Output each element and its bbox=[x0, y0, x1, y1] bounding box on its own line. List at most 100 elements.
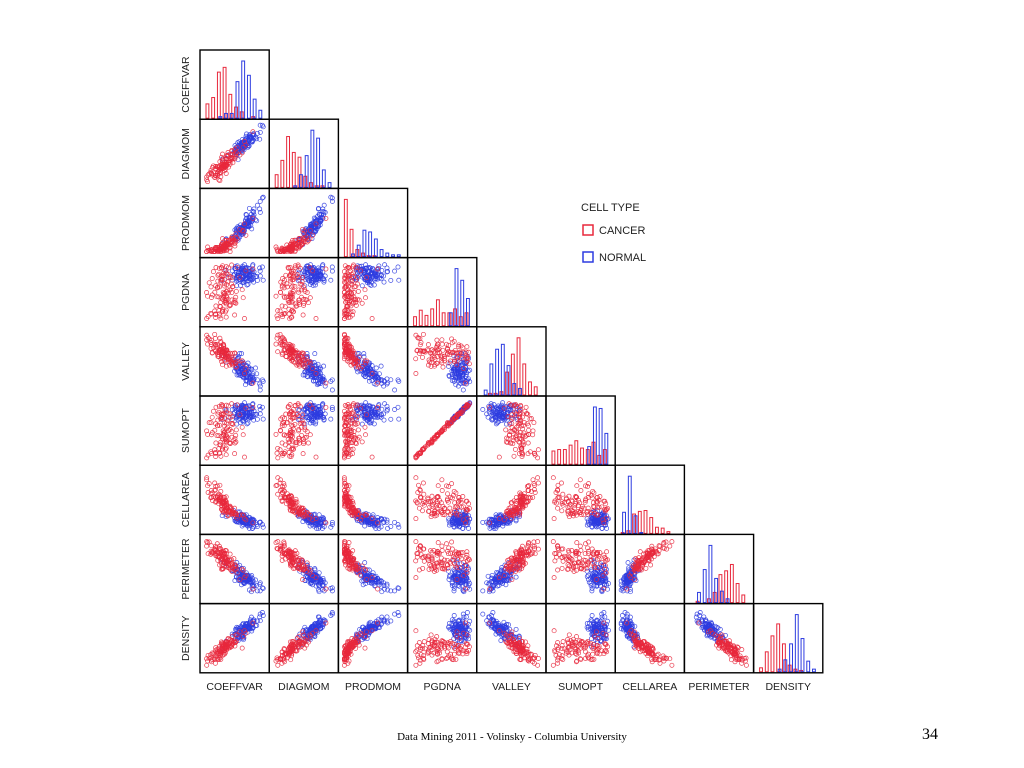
scatter-point bbox=[251, 417, 257, 423]
histogram-bar bbox=[441, 312, 446, 327]
scatter-point bbox=[300, 451, 306, 457]
scatter-point bbox=[315, 206, 321, 212]
histogram-bar bbox=[385, 252, 390, 258]
histogram-bar bbox=[627, 475, 632, 534]
histogram-bar bbox=[241, 60, 246, 119]
scatter-point bbox=[250, 215, 256, 221]
histogram-bar bbox=[516, 337, 521, 396]
scatter-point bbox=[302, 269, 308, 275]
scatter-point bbox=[222, 406, 228, 412]
scatter-point bbox=[213, 454, 219, 459]
scatter-point bbox=[282, 277, 287, 283]
scatter-point bbox=[236, 406, 242, 412]
scatter-point bbox=[295, 402, 301, 408]
scatter-point bbox=[341, 279, 347, 285]
scatter-point bbox=[373, 365, 379, 371]
scatter-point bbox=[300, 226, 306, 232]
scatter-point bbox=[440, 347, 446, 353]
scatter-point bbox=[382, 262, 388, 268]
histogram-bar bbox=[327, 182, 332, 188]
scatter-point bbox=[346, 341, 352, 347]
scatter-point bbox=[204, 428, 210, 434]
scatter-point bbox=[454, 362, 460, 368]
scatter-point bbox=[323, 266, 329, 272]
scatter-point bbox=[449, 378, 455, 384]
histogram-bar bbox=[528, 381, 532, 396]
scatter-point bbox=[222, 166, 228, 172]
scatter-point bbox=[294, 412, 300, 418]
scatter-point bbox=[239, 274, 245, 280]
scatter-point bbox=[321, 417, 327, 423]
scatter-point bbox=[366, 265, 372, 270]
scatter-point bbox=[313, 221, 319, 227]
scatter-point bbox=[589, 495, 595, 501]
scatter-point bbox=[396, 378, 402, 384]
scatter-point bbox=[343, 283, 349, 289]
scatter-point bbox=[257, 209, 263, 215]
scatter-point bbox=[208, 284, 214, 290]
scatter-point bbox=[413, 371, 419, 376]
scatter-point bbox=[350, 309, 356, 315]
scatter-point bbox=[260, 416, 266, 422]
histogram-bar bbox=[483, 389, 488, 396]
cell-valley-vs-diagmom bbox=[268, 326, 340, 397]
histogram-bar bbox=[551, 450, 556, 465]
scatter-point bbox=[219, 158, 225, 164]
scatter-point bbox=[219, 404, 225, 410]
scatter-point bbox=[225, 237, 231, 243]
scatter-point bbox=[218, 316, 224, 322]
scatter-point bbox=[312, 351, 318, 357]
scatter-point bbox=[294, 440, 300, 446]
histogram-bar bbox=[557, 449, 562, 465]
scatter-point bbox=[317, 271, 323, 277]
scatter-point bbox=[302, 369, 308, 375]
histogram-bar bbox=[666, 531, 671, 534]
scatter-point bbox=[245, 420, 251, 426]
scatter-point bbox=[496, 454, 502, 460]
scatter-point bbox=[218, 439, 224, 445]
scatter-point bbox=[240, 402, 246, 408]
histogram-bar bbox=[211, 97, 216, 119]
scatter-point bbox=[239, 351, 245, 357]
scatter-point bbox=[209, 430, 215, 436]
scatter-point bbox=[277, 331, 283, 337]
scatter-point bbox=[535, 475, 541, 481]
scatter-point bbox=[250, 266, 256, 272]
scatter-point bbox=[299, 420, 305, 426]
scatter-point bbox=[233, 363, 239, 369]
scatter-point bbox=[233, 439, 239, 445]
scatter-point bbox=[314, 214, 320, 220]
scatter-point bbox=[251, 206, 257, 212]
cell-cellarea-vs-coeffvar bbox=[199, 464, 270, 536]
scatter-point bbox=[223, 163, 229, 169]
scatter-point bbox=[223, 270, 229, 276]
scatter-point bbox=[212, 308, 218, 314]
scatter-point bbox=[227, 274, 233, 279]
scatter-point bbox=[355, 427, 361, 433]
cell-prodmom-vs-prodmom bbox=[337, 187, 409, 259]
scatter-point bbox=[232, 297, 238, 303]
scatter-point bbox=[286, 344, 292, 349]
scatter-point bbox=[284, 281, 290, 287]
scatter-point bbox=[233, 432, 239, 438]
scatter-point bbox=[442, 353, 447, 359]
scatter-point bbox=[224, 420, 230, 426]
scatter-point bbox=[466, 349, 472, 355]
scatter-point bbox=[290, 274, 296, 279]
scatter-point bbox=[205, 335, 211, 341]
scatter-point bbox=[349, 352, 355, 358]
scatter-point bbox=[227, 155, 233, 161]
scatter-point bbox=[242, 316, 247, 321]
scatter-point bbox=[304, 263, 310, 269]
cell-valley-vs-prodmom bbox=[337, 326, 409, 397]
scatter-point bbox=[301, 231, 307, 237]
scatter-point bbox=[344, 304, 350, 310]
scatter-point bbox=[420, 331, 426, 337]
scatter-point bbox=[414, 347, 420, 353]
cell-valley-vs-valley bbox=[476, 326, 547, 397]
scatter-point bbox=[512, 446, 518, 452]
scatter-point bbox=[305, 238, 311, 244]
scatter-point bbox=[342, 295, 348, 300]
scatter-point bbox=[232, 368, 238, 374]
scatter-point bbox=[282, 246, 288, 252]
